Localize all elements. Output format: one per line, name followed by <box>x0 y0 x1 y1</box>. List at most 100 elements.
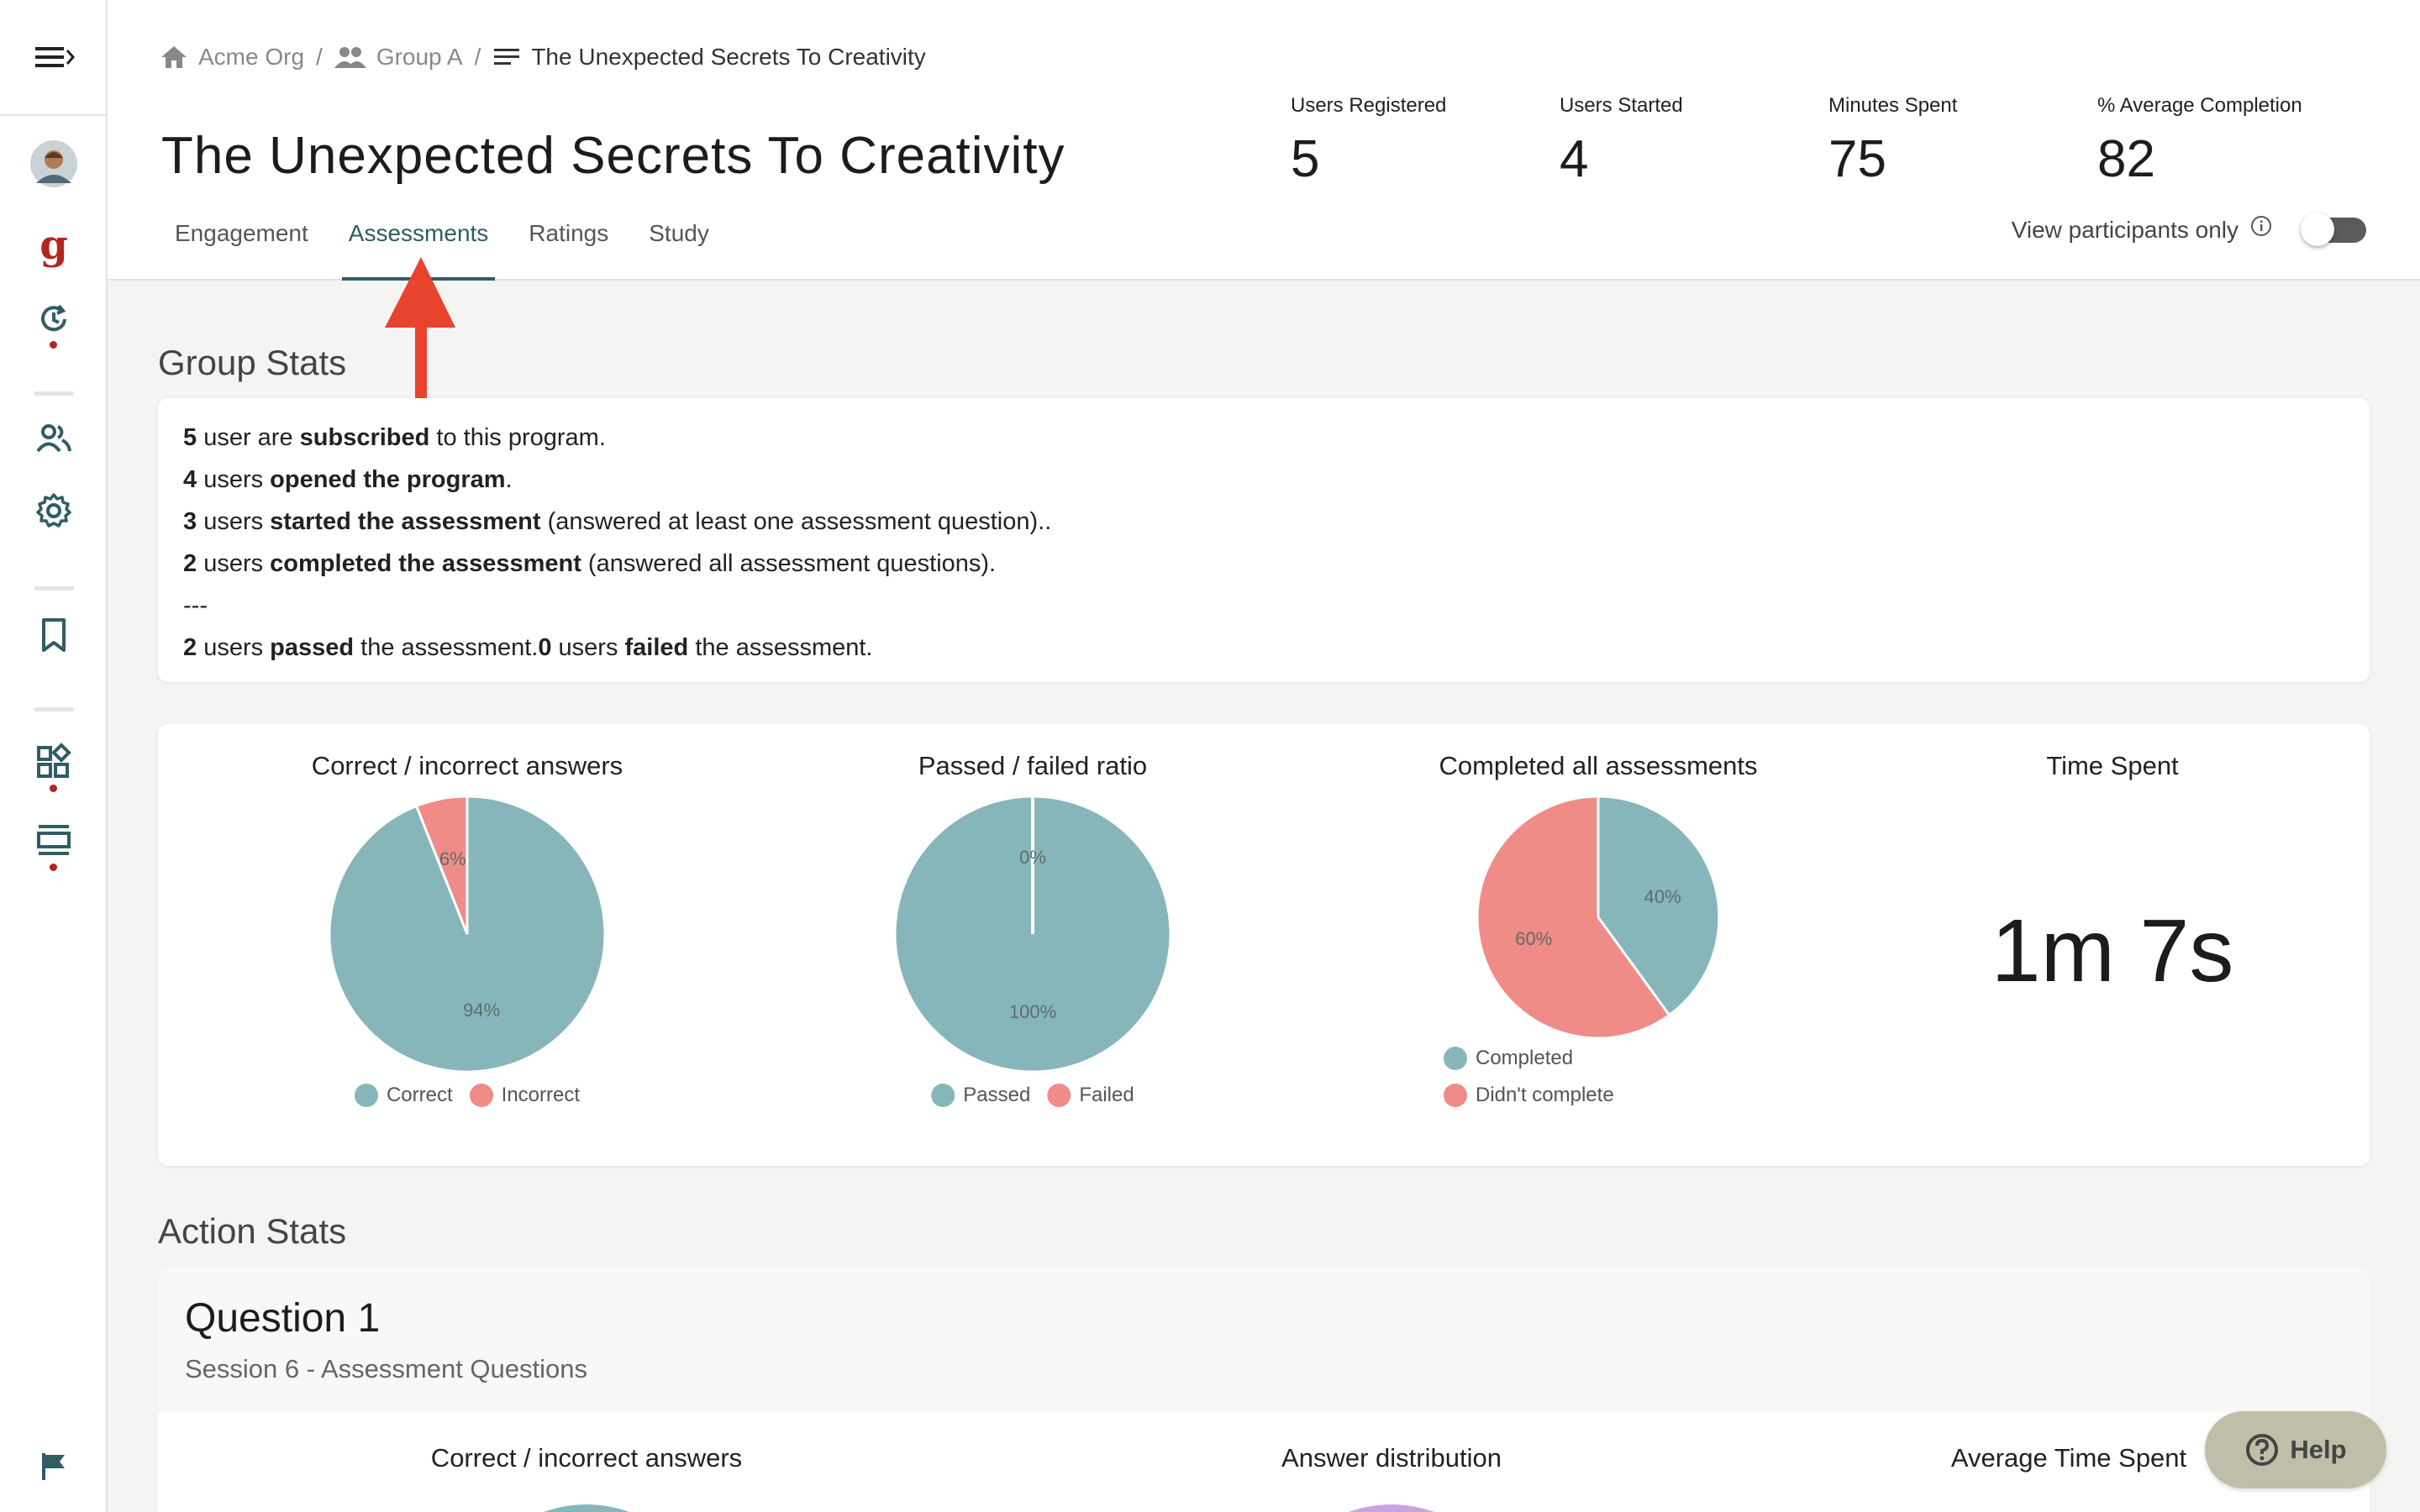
chart-legend: Completed Didn't complete <box>1444 1047 1614 1121</box>
stat-value: 4 <box>1560 130 1589 188</box>
action-stats-title: Action Stats <box>158 1211 347 1251</box>
legend-swatch <box>469 1084 493 1107</box>
view-participants-toggle[interactable] <box>2301 213 2366 246</box>
notification-dot <box>50 864 57 871</box>
toggle-knob <box>2301 213 2334 246</box>
chart-legend: Passed Failed <box>931 1084 1134 1107</box>
chart-title: Passed / failed ratio <box>918 751 1148 780</box>
pie-value-label: 40% <box>1644 886 1681 907</box>
help-icon <box>2246 1434 2279 1466</box>
correct-incorrect-pie: 94% 6% <box>328 795 607 1074</box>
question-chart-title: Average Time Spent <box>1950 1443 2187 1473</box>
stat-label: Users Registered <box>1291 94 1447 117</box>
legend-item[interactable]: Failed <box>1047 1084 1134 1107</box>
question-chart-title: Answer distribution <box>1281 1443 1502 1473</box>
notification-dot <box>50 341 57 349</box>
legend-swatch <box>931 1084 955 1107</box>
brand-g-icon: g <box>39 222 68 269</box>
assessment-charts-card: Correct / incorrect answers 94% 6% Correc… <box>158 724 2370 1166</box>
legend-swatch <box>1444 1084 1467 1107</box>
legend-item[interactable]: Completed <box>1444 1047 1614 1070</box>
question-chart-title: Correct / incorrect answers <box>430 1443 743 1473</box>
stats-line: 3 users started the assessment (answered… <box>183 508 1052 535</box>
question-card-body: Correct / incorrect answers Answer distr… <box>158 1413 2370 1512</box>
sidebar-divider <box>0 114 108 116</box>
sidebar-separator <box>34 391 74 396</box>
legend-swatch <box>1047 1084 1071 1107</box>
view-participants-label: View participants only <box>2011 217 2238 243</box>
sidebar-item-brand[interactable]: g <box>0 223 108 267</box>
breadcrumb-separator: / <box>316 44 323 70</box>
info-icon[interactable] <box>2250 215 2272 237</box>
stat-users-started: Users Started 4 <box>1560 94 1683 189</box>
pie-slice-incorrect[interactable] <box>414 795 469 935</box>
chart-title: Correct / incorrect answers <box>311 751 623 780</box>
legend-swatch <box>1444 1047 1467 1070</box>
annotation-arrow-icon <box>385 257 455 418</box>
view-list-icon <box>37 825 71 855</box>
avatar[interactable] <box>0 139 108 188</box>
history-icon <box>41 304 66 332</box>
tab-ratings[interactable]: Ratings <box>529 220 609 246</box>
stat-average-completion: % Average Completion 82 <box>2097 94 2302 189</box>
stat-label: Users Started <box>1560 94 1683 117</box>
avatar-icon <box>30 140 77 187</box>
group-stats-title: Group Stats <box>158 343 347 382</box>
flag-icon <box>42 1453 65 1480</box>
sidebar-item-flag[interactable] <box>0 1452 108 1482</box>
sidebar-item-widgets[interactable] <box>0 743 108 780</box>
stat-label: % Average Completion <box>2097 94 2302 117</box>
breadcrumb-group[interactable]: Group A <box>334 44 463 71</box>
breadcrumb-separator: / <box>474 44 481 70</box>
legend-item[interactable]: Didn't complete <box>1444 1084 1614 1107</box>
sidebar-item-bookmarks[interactable] <box>0 617 108 654</box>
legend-item[interactable]: Correct <box>354 1084 453 1107</box>
stat-users-registered: Users Registered 5 <box>1291 94 1446 189</box>
breadcrumb-label: Group A <box>376 44 463 70</box>
stats-line: 5 user are subscribed to this program. <box>183 424 606 451</box>
chart-title: Completed all assessments <box>1439 751 1758 780</box>
page-title: The Unexpected Secrets To Creativity <box>161 127 1065 185</box>
pie-value-label: 6% <box>439 848 466 869</box>
pie-preview <box>544 1504 629 1512</box>
legend-item[interactable]: Incorrect <box>469 1084 580 1107</box>
pie-slice-completed[interactable] <box>1597 795 1721 1017</box>
stat-label: Minutes Spent <box>1828 94 1958 117</box>
notification-dot <box>50 785 57 792</box>
breadcrumb-home[interactable]: Acme Org <box>160 44 304 71</box>
group-icon <box>334 47 366 68</box>
widgets-icon <box>37 743 71 778</box>
breadcrumb-label: Acme Org <box>198 44 305 70</box>
distribution-preview <box>1349 1504 1434 1512</box>
stats-line: 2 users completed the assessment (answer… <box>183 550 997 577</box>
pie-slice-didn-t-complete[interactable] <box>1476 795 1671 1040</box>
menu-toggle-button[interactable] <box>0 37 108 77</box>
legend-swatch <box>354 1084 378 1107</box>
stat-minutes-spent: Minutes Spent 75 <box>1828 94 1957 189</box>
sidebar-item-users[interactable] <box>0 422 108 455</box>
stats-divider: --- <box>183 592 208 619</box>
sidebar-separator <box>34 586 74 591</box>
question-subtitle: Session 6 - Assessment Questions <box>185 1354 588 1383</box>
tab-study[interactable]: Study <box>649 220 709 246</box>
view-participants-control: View participants only <box>2011 213 2366 246</box>
stat-value: 5 <box>1291 130 1320 188</box>
people-icon <box>36 424 71 453</box>
help-button[interactable]: Help <box>2205 1411 2386 1488</box>
help-label: Help <box>2290 1435 2347 1464</box>
stat-value: 75 <box>1828 130 1886 188</box>
question-card-header: Question 1 Session 6 - Assessment Questi… <box>158 1268 2370 1413</box>
pie-value-label: 60% <box>1515 928 1552 949</box>
tab-engagement[interactable]: Engagement <box>175 220 308 246</box>
sidebar-item-history[interactable] <box>0 299 108 339</box>
home-icon <box>161 46 187 68</box>
legend-item[interactable]: Passed <box>931 1084 1030 1107</box>
sidebar-item-layout[interactable] <box>0 823 108 857</box>
page-header: Acme Org / Group A / The Unexpected Secr… <box>108 0 2420 281</box>
chart-legend: Correct Incorrect <box>354 1084 580 1107</box>
passed-failed-pie: 100% 0% <box>893 795 1172 1074</box>
sidebar-item-settings[interactable] <box>0 492 108 529</box>
time-spent-value: 1m 7s <box>1991 901 2234 1000</box>
group-stats-card: 5 user are subscribed to this program. 4… <box>158 398 2370 682</box>
menu-icon <box>35 47 75 67</box>
